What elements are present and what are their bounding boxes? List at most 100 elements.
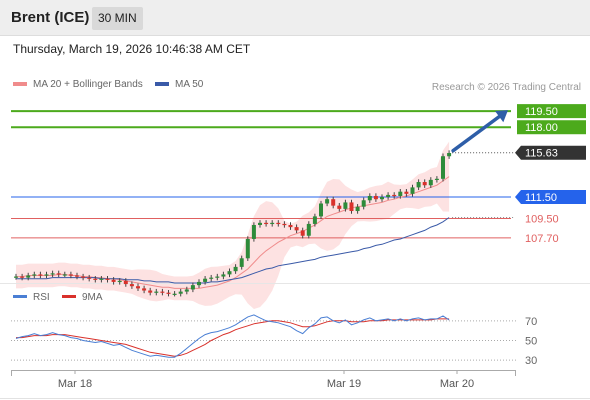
- rsi-line: [15, 314, 450, 358]
- moving-averages: [16, 176, 450, 289]
- candle-body: [361, 200, 366, 207]
- forecast-arrow-shaft: [451, 113, 504, 153]
- candle-body: [441, 156, 445, 179]
- candle-body: [221, 274, 226, 277]
- bollinger-band-area: [16, 141, 450, 310]
- candle-body: [154, 291, 159, 293]
- candle-body: [251, 224, 256, 239]
- candle-body: [203, 278, 208, 282]
- candle-body: [404, 191, 409, 194]
- candle-body: [276, 222, 281, 225]
- forecast-arrow: [451, 110, 508, 153]
- candle-body: [355, 206, 360, 212]
- ma50-line: [16, 217, 450, 284]
- instrument-name: Brent (ICE): [11, 9, 90, 26]
- timeframe-button[interactable]: 30 MIN: [92, 7, 143, 30]
- last-price-label-text: 115.63: [525, 148, 558, 160]
- candle-body: [300, 230, 305, 236]
- rsi-ma-line: [16, 318, 450, 357]
- candle-body: [32, 274, 37, 276]
- level-label-109.50: 109.50: [525, 214, 559, 226]
- candle-body: [325, 199, 330, 204]
- x-tick-label: Mar 20: [440, 378, 474, 390]
- key-levels: [0, 110, 590, 284]
- candle-body: [416, 182, 421, 188]
- time-axis: Mar 18 Mar 19 Mar 20: [0, 370, 590, 399]
- candle-body: [62, 274, 67, 276]
- candle-body: [282, 223, 287, 226]
- candle-body: [398, 191, 403, 196]
- last-price-label-tag: [515, 145, 586, 160]
- level-label-107.70: 107.70: [525, 233, 559, 245]
- candle-body: [258, 222, 262, 225]
- candle-body: [197, 281, 201, 286]
- candle-body: [50, 273, 55, 275]
- candle-body: [117, 280, 122, 283]
- forecast-arrow-head: [494, 110, 508, 123]
- candle-body: [380, 197, 384, 200]
- candle-body: [190, 285, 195, 290]
- candle-body: [349, 202, 354, 212]
- timestamp: Thursday, March 19, 2026 10:46:38 AM CET: [13, 42, 251, 56]
- candle-body: [136, 286, 140, 289]
- candle-body: [129, 284, 134, 287]
- candle-body: [312, 216, 317, 224]
- chart-header: Brent (ICE) 30 MIN: [0, 0, 590, 36]
- candle-body: [160, 291, 165, 293]
- candle-body: [184, 289, 189, 292]
- candle-body: [227, 271, 232, 275]
- candle-body: [178, 291, 183, 294]
- candle-body: [93, 278, 98, 280]
- candle-body: [239, 258, 244, 267]
- level-tag-118.00: [517, 120, 586, 135]
- candles: [14, 150, 452, 297]
- candle-body: [111, 279, 116, 282]
- candle-body: [20, 276, 25, 278]
- level-labels: 119.50 118.00 111.50 109.50 107.70 115.63: [515, 104, 586, 245]
- level-label-111.50-tag: [515, 190, 586, 205]
- rsi-tick-50: 50: [525, 336, 537, 348]
- candle-body: [148, 290, 153, 293]
- rsi-panel: 70 50 30: [11, 314, 537, 367]
- x-tick-label: Mar 19: [327, 378, 361, 390]
- candle-body: [319, 203, 323, 217]
- legend-ma50-swatch: [155, 82, 169, 86]
- legend-rsi-swatch: [13, 295, 27, 298]
- candle-body: [447, 153, 452, 157]
- candle-body: [270, 222, 275, 225]
- candle-body: [233, 266, 238, 272]
- candle-body: [306, 223, 311, 236]
- rsi-tick-70: 70: [525, 316, 537, 328]
- candle-body: [434, 178, 439, 180]
- candle-body: [373, 195, 378, 200]
- copyright-text: Research © 2026 Trading Central: [432, 82, 581, 93]
- legends: MA 20 + Bollinger Bands MA 50 Research © 2…: [13, 79, 581, 303]
- candle-body: [331, 199, 336, 206]
- candle-body: [56, 273, 61, 275]
- candle-body: [166, 292, 171, 294]
- candle-body: [14, 276, 18, 278]
- candle-body: [410, 187, 415, 194]
- legend-rsi-text: RSI: [33, 292, 50, 303]
- candle-body: [337, 205, 342, 209]
- candle-body: [392, 194, 397, 197]
- candle-body: [105, 278, 110, 280]
- legend-9ma-swatch: [62, 295, 76, 298]
- candle-body: [99, 278, 104, 280]
- candle-body: [343, 202, 348, 209]
- candle-body: [81, 276, 86, 278]
- candle-body: [215, 276, 220, 278]
- rsi-tick-30: 30: [525, 355, 537, 367]
- candle-body: [264, 222, 269, 225]
- candle-body: [38, 274, 43, 276]
- level-tag-119.50: [517, 104, 586, 119]
- candle-body: [123, 280, 128, 285]
- level-label-118.00: 118.00: [525, 122, 558, 134]
- candle-body: [428, 179, 433, 186]
- legend-9ma-text: 9MA: [82, 292, 103, 303]
- level-label-119.50: 119.50: [525, 106, 558, 118]
- candle-body: [26, 275, 31, 278]
- candle-body: [172, 293, 177, 295]
- legend-ma20-text: MA 20 + Bollinger Bands: [33, 79, 143, 90]
